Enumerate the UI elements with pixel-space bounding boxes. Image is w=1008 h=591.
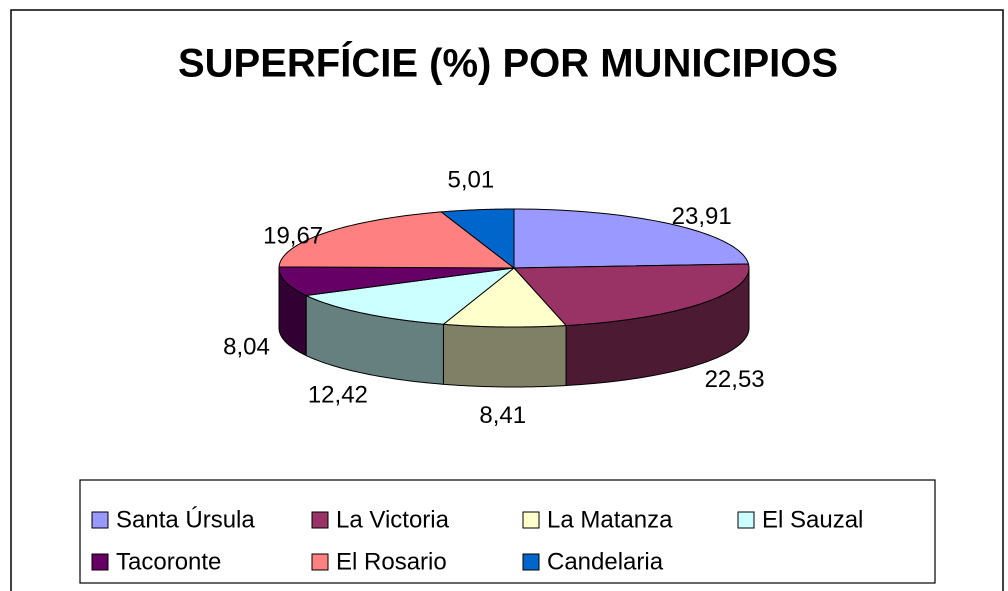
data-label: 19,67 xyxy=(263,222,323,249)
legend-box xyxy=(79,479,936,584)
legend-label: Candelaria xyxy=(547,548,664,575)
legend-swatch xyxy=(737,511,755,529)
slice xyxy=(439,208,515,270)
chart-title: SUPERFÍCIE (%) POR MUNICIPIOS xyxy=(178,41,838,86)
data-label: 8,04 xyxy=(223,334,270,361)
legend-label: El Sauzal xyxy=(762,506,863,533)
legend-swatch xyxy=(91,553,109,571)
legend-label: Santa Úrsula xyxy=(116,506,255,533)
slice-side xyxy=(442,323,567,388)
legend-label: La Victoria xyxy=(336,506,450,533)
data-label: 12,42 xyxy=(308,381,368,408)
slice xyxy=(442,267,568,328)
legend-swatch xyxy=(91,511,109,529)
slice xyxy=(512,263,750,327)
legend-swatch xyxy=(311,553,329,571)
legend-swatch xyxy=(522,511,540,529)
data-label: 5,01 xyxy=(448,167,495,194)
slice xyxy=(304,267,516,325)
slice xyxy=(278,266,515,297)
legend-label: Tacoronte xyxy=(116,548,221,575)
data-label: 8,41 xyxy=(479,402,526,429)
data-label: 23,91 xyxy=(672,203,732,230)
legend-label: La Matanza xyxy=(547,506,673,533)
legend-swatch xyxy=(522,553,540,571)
slice xyxy=(513,208,750,269)
legend-swatch xyxy=(311,511,329,529)
legend-label: El Rosario xyxy=(336,548,447,575)
slice xyxy=(278,211,516,269)
data-label: 22,53 xyxy=(705,366,765,393)
